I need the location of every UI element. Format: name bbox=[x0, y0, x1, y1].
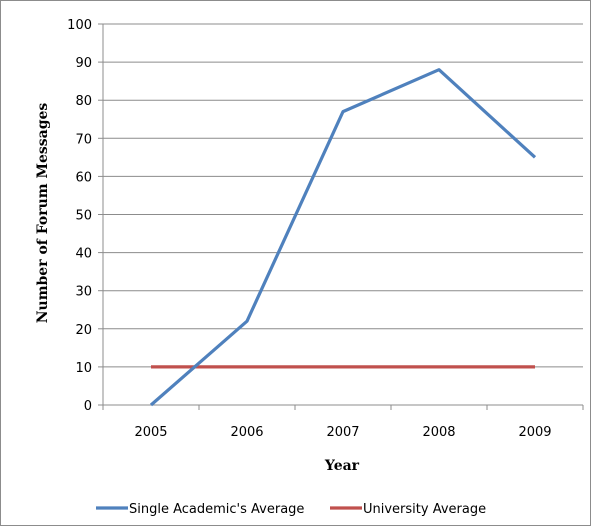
y-tick-labels: 0 10 20 30 40 50 60 70 80 90 100 bbox=[67, 18, 92, 414]
legend: Single Academic's Average University Aver… bbox=[96, 502, 486, 517]
y-tick-label: 40 bbox=[75, 247, 92, 262]
x-tick-label: 2005 bbox=[134, 425, 167, 440]
y-tick-label: 0 bbox=[84, 399, 92, 414]
y-tick-label: 70 bbox=[75, 132, 92, 147]
y-tick-label: 60 bbox=[75, 170, 92, 185]
x-axis-title: Year bbox=[324, 458, 360, 474]
legend-label: Single Academic's Average bbox=[129, 502, 304, 517]
y-tick-label: 100 bbox=[67, 18, 92, 33]
x-tick-label: 2007 bbox=[326, 425, 359, 440]
gridlines bbox=[103, 24, 583, 367]
y-tick-label: 80 bbox=[75, 94, 92, 109]
x-tick-labels: 2005 2006 2007 2008 2009 bbox=[134, 425, 551, 440]
y-tick-label: 20 bbox=[75, 323, 92, 338]
y-tick-label: 30 bbox=[75, 285, 92, 300]
x-tick-label: 2009 bbox=[518, 425, 551, 440]
x-tick-label: 2006 bbox=[230, 425, 263, 440]
y-axis-title: Number of Forum Messages bbox=[35, 103, 51, 324]
series-line-single-academic bbox=[151, 70, 535, 405]
y-tick-label: 10 bbox=[75, 361, 92, 376]
y-tick-label: 50 bbox=[75, 209, 92, 224]
y-tick-label: 90 bbox=[75, 56, 92, 71]
x-tick-label: 2008 bbox=[422, 425, 455, 440]
legend-label: University Average bbox=[363, 502, 486, 517]
axes bbox=[98, 24, 583, 410]
series-lines bbox=[151, 70, 535, 405]
